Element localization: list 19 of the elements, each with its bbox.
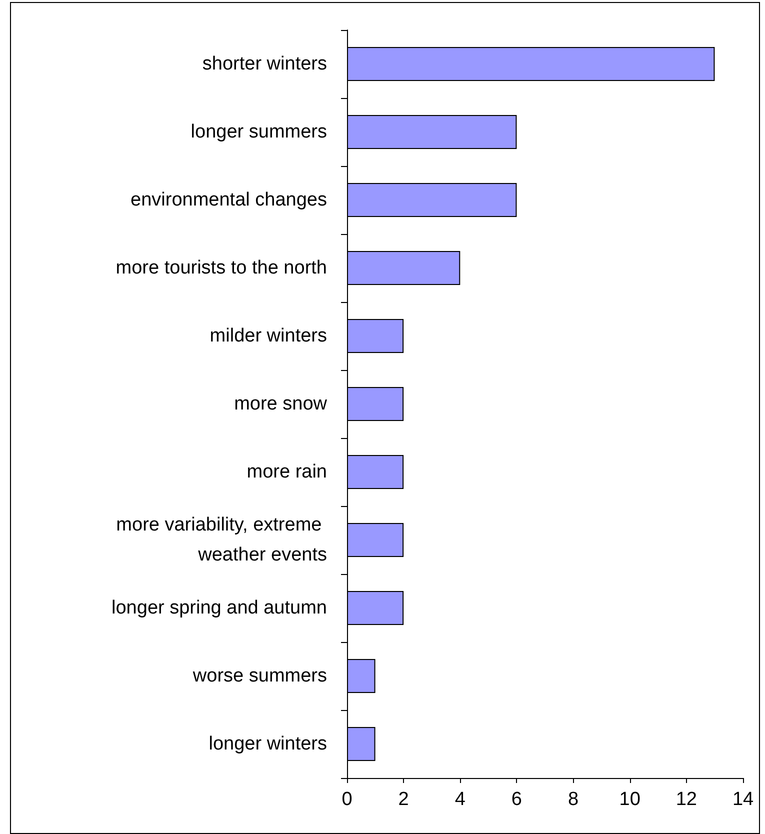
- x-tick-label: 12: [676, 789, 697, 810]
- y-tick-label: more variability, extreme weather events: [116, 514, 327, 566]
- x-tick-label: 4: [454, 789, 466, 810]
- x-tick-label: 6: [511, 789, 522, 810]
- y-tick-label: longer spring and autumn: [112, 598, 327, 618]
- y-tick-label: milder winters: [210, 326, 327, 346]
- y-tick-label: environmental changes: [130, 190, 327, 210]
- x-tick-label: 8: [568, 789, 579, 810]
- x-tick-label: 14: [732, 789, 754, 810]
- y-tick-label: more snow: [234, 394, 328, 414]
- y-tick-label: worse summers: [192, 666, 327, 686]
- x-tick-label: 10: [619, 789, 640, 810]
- y-tick-label: more tourists to the north: [116, 258, 327, 278]
- x-tick-label: 0: [342, 789, 352, 810]
- y-tick-label: more rain: [246, 462, 327, 482]
- y-tick-label: shorter winters: [202, 54, 327, 74]
- y-tick-label: longer summers: [190, 122, 327, 142]
- y-tick-label: longer winters: [208, 734, 327, 754]
- x-tick-label: 2: [398, 789, 409, 810]
